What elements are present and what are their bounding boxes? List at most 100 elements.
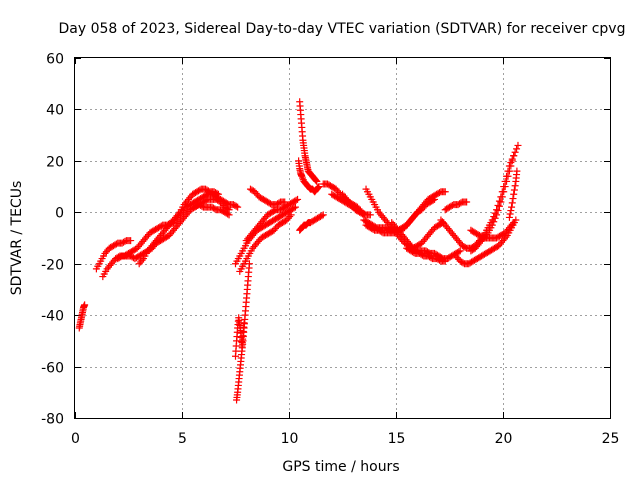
data-point	[506, 210, 514, 218]
data-point	[491, 214, 499, 222]
data-point	[510, 152, 518, 160]
data-point	[240, 319, 248, 327]
series-s28	[441, 198, 471, 214]
data-point	[513, 145, 521, 153]
series-s13	[296, 98, 321, 185]
data-point	[463, 198, 471, 206]
data-point	[514, 141, 522, 149]
data-point	[318, 212, 326, 220]
data-point	[429, 196, 437, 204]
data-point	[455, 248, 463, 256]
grid-lines	[75, 58, 610, 418]
data-point	[287, 211, 295, 219]
data-point	[441, 188, 449, 196]
data-point	[511, 182, 519, 190]
x-tick-label: 20	[495, 431, 513, 447]
data-point	[510, 219, 518, 227]
data-point	[313, 177, 321, 185]
series-s14	[295, 157, 323, 196]
data-point	[234, 203, 242, 211]
data-point	[358, 210, 366, 218]
data-point	[495, 202, 503, 210]
series-s10	[236, 211, 295, 275]
data-point	[291, 203, 299, 211]
data-point	[493, 211, 501, 219]
data-point	[441, 257, 449, 265]
series-s25	[452, 216, 520, 268]
data-points	[75, 98, 522, 404]
data-point	[488, 221, 496, 229]
series-s8	[232, 314, 248, 360]
data-point	[456, 247, 464, 255]
chart-title: Day 058 of 2023, Sidereal Day-to-day VTE…	[59, 21, 626, 37]
data-point	[299, 174, 307, 182]
y-tick-label: -60	[41, 361, 64, 377]
data-point	[508, 203, 516, 211]
data-point	[509, 195, 517, 203]
y-tick-label: 0	[55, 206, 64, 222]
y-tick-label: -80	[41, 412, 64, 428]
data-point	[311, 176, 319, 184]
x-tick-label: 15	[388, 431, 406, 447]
data-point	[232, 202, 240, 210]
y-tick-label: 60	[46, 52, 64, 68]
x-axis: 0 5 10 15 20 25	[71, 58, 619, 447]
data-point	[292, 196, 300, 204]
data-point	[510, 186, 518, 194]
series-s27	[467, 219, 518, 242]
x-axis-label: GPS time / hours	[282, 459, 399, 475]
x-tick-label: 5	[178, 431, 187, 447]
data-point	[127, 237, 135, 245]
data-point	[138, 256, 146, 264]
data-point	[314, 183, 322, 191]
data-point	[224, 210, 232, 218]
data-point	[511, 148, 519, 156]
data-point	[494, 207, 502, 215]
series-s6	[191, 201, 233, 219]
y-tick-label: -40	[41, 309, 64, 325]
data-point	[490, 218, 498, 226]
data-point	[294, 195, 302, 203]
data-point	[508, 157, 516, 165]
series-s11	[242, 195, 302, 245]
data-point	[319, 211, 327, 219]
data-point	[290, 204, 298, 212]
series-s1	[75, 301, 89, 332]
y-tick-label: 40	[46, 103, 64, 119]
y-tick-label: -20	[41, 258, 64, 274]
series-s2	[92, 237, 135, 273]
data-point	[312, 177, 320, 185]
data-point	[505, 167, 513, 175]
y-axis: -80 -60 -40 -20 0 20 40 60	[41, 52, 610, 428]
data-point	[286, 213, 294, 221]
data-point	[510, 190, 518, 198]
plot-frame	[74, 57, 611, 419]
data-point	[225, 211, 233, 219]
data-point	[366, 211, 374, 219]
x-tick-label: 0	[71, 431, 80, 447]
data-point	[81, 301, 89, 309]
data-point	[508, 199, 516, 207]
series-s7	[233, 260, 253, 404]
data-point	[298, 172, 306, 180]
data-point	[507, 207, 515, 215]
series-s15	[296, 211, 327, 234]
data-point	[513, 167, 521, 175]
data-point	[508, 220, 516, 228]
data-point	[431, 195, 439, 203]
data-point	[315, 183, 323, 191]
data-point	[504, 172, 512, 180]
data-point	[314, 184, 322, 192]
data-point	[507, 162, 515, 170]
data-point	[281, 198, 289, 206]
data-point	[503, 177, 511, 185]
series-s18	[339, 190, 368, 219]
y-tick-label: 20	[46, 155, 64, 171]
data-point	[497, 198, 505, 206]
data-point	[500, 188, 508, 196]
x-tick-label: 10	[281, 431, 299, 447]
data-point	[498, 193, 506, 201]
y-axis-label: SDTVAR / TECUs	[9, 181, 25, 296]
x-tick-label: 25	[602, 431, 620, 447]
